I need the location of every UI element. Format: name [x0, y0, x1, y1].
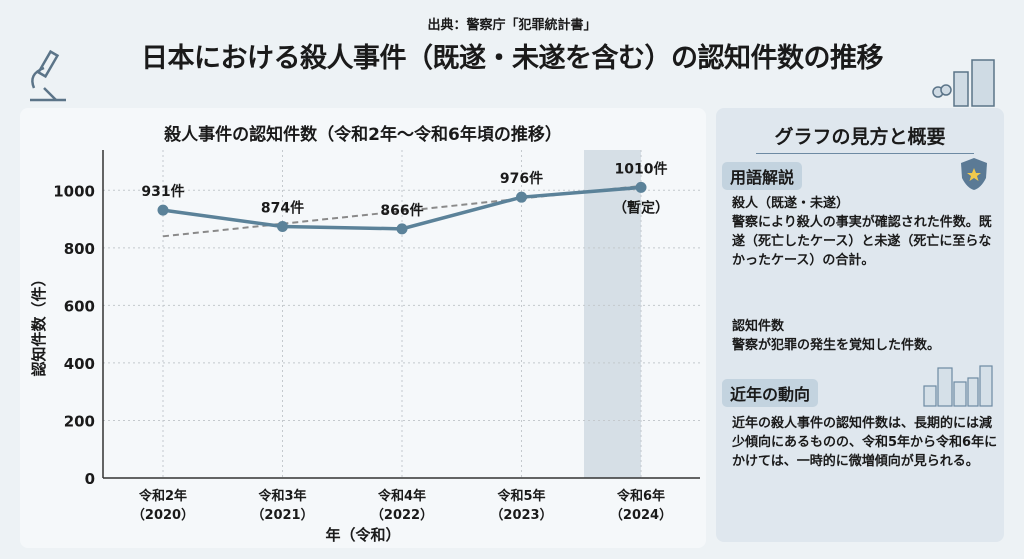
y-tick-label: 1000: [53, 182, 95, 200]
x-tick-label: （2023）: [490, 507, 552, 523]
data-label: 976件: [500, 170, 543, 187]
trend-description: 近年の殺人事件の認知件数は、長期的には減少傾向にあるものの、令和5年から令和6年…: [732, 416, 998, 469]
x-tick-label: （2022）: [371, 507, 433, 523]
term-description: 警察が犯罪の発生を覚知した件数。: [732, 338, 941, 353]
chart-panel: 殺人事件の認知件数（令和2年〜令和6年頃の推移） 0 200 400 600 800 100…: [20, 108, 706, 548]
highlight-band: [584, 150, 641, 478]
data-point: [635, 181, 647, 193]
buildings-icon: [932, 59, 995, 107]
data-label: 931件: [141, 183, 184, 200]
sidebar-title: グラフの見方と概要: [774, 126, 946, 148]
trend-heading: 近年の動向: [722, 379, 819, 407]
x-tick-label: 令和3年: [258, 488, 306, 504]
y-tick-label: 200: [64, 412, 95, 430]
source-note: 出典：警察庁「犯罪統計書」: [427, 18, 597, 33]
data-label: 1010件: [615, 160, 668, 177]
page-title: 日本における殺人事件（既遂・未遂を含む）の認知件数の推移: [141, 43, 884, 74]
divider: [756, 153, 974, 154]
data-point: [277, 221, 288, 233]
police-badge-icon: [961, 158, 987, 190]
term-name: 認知件数: [732, 319, 785, 334]
microscope-icon: [30, 49, 66, 102]
data-point: [157, 204, 169, 216]
line-chart: 殺人事件の認知件数（令和2年〜令和6年頃の推移） 0 200 400 600 800 100…: [30, 124, 700, 544]
y-tick-label: 600: [64, 297, 95, 315]
x-axis-label: 年（令和）: [325, 526, 400, 544]
y-axis-label: 認知件数（件）: [30, 271, 48, 376]
term-name: 殺人（既遂・未遂）: [732, 196, 850, 211]
x-tick-label: 令和4年: [378, 488, 426, 504]
chart-title: 殺人事件の認知件数（令和2年〜令和6年頃の推移）: [163, 124, 562, 145]
y-tick-label: 800: [64, 240, 95, 258]
x-tick-label: （2020）: [132, 507, 194, 523]
x-tick-label: 令和2年: [139, 488, 187, 504]
x-tick-label: 令和6年: [617, 488, 665, 504]
data-label: 866件: [380, 202, 423, 219]
terms-heading: 用語解説: [722, 162, 803, 190]
x-tick-label: （2024）: [610, 507, 672, 523]
data-point: [516, 191, 527, 203]
cityscape-icon: [923, 365, 993, 407]
x-tick-label: （2021）: [251, 507, 313, 523]
explanation-panel: グラフの見方と概要 用語解説 殺人（既遂・未遂） 警察により殺人の事実が確認され…: [716, 108, 1004, 542]
term-description: 警察により殺人の事実が確認された件数。既遂（死亡したケース）と未遂（死亡に至らな…: [732, 215, 992, 268]
y-tick-label: 0: [85, 470, 95, 488]
y-tick-label: 400: [64, 355, 95, 373]
provisional-note: （暫定）: [613, 199, 669, 216]
data-point: [396, 223, 408, 235]
data-label: 874件: [261, 200, 304, 217]
x-tick-label: 令和5年: [497, 488, 545, 504]
